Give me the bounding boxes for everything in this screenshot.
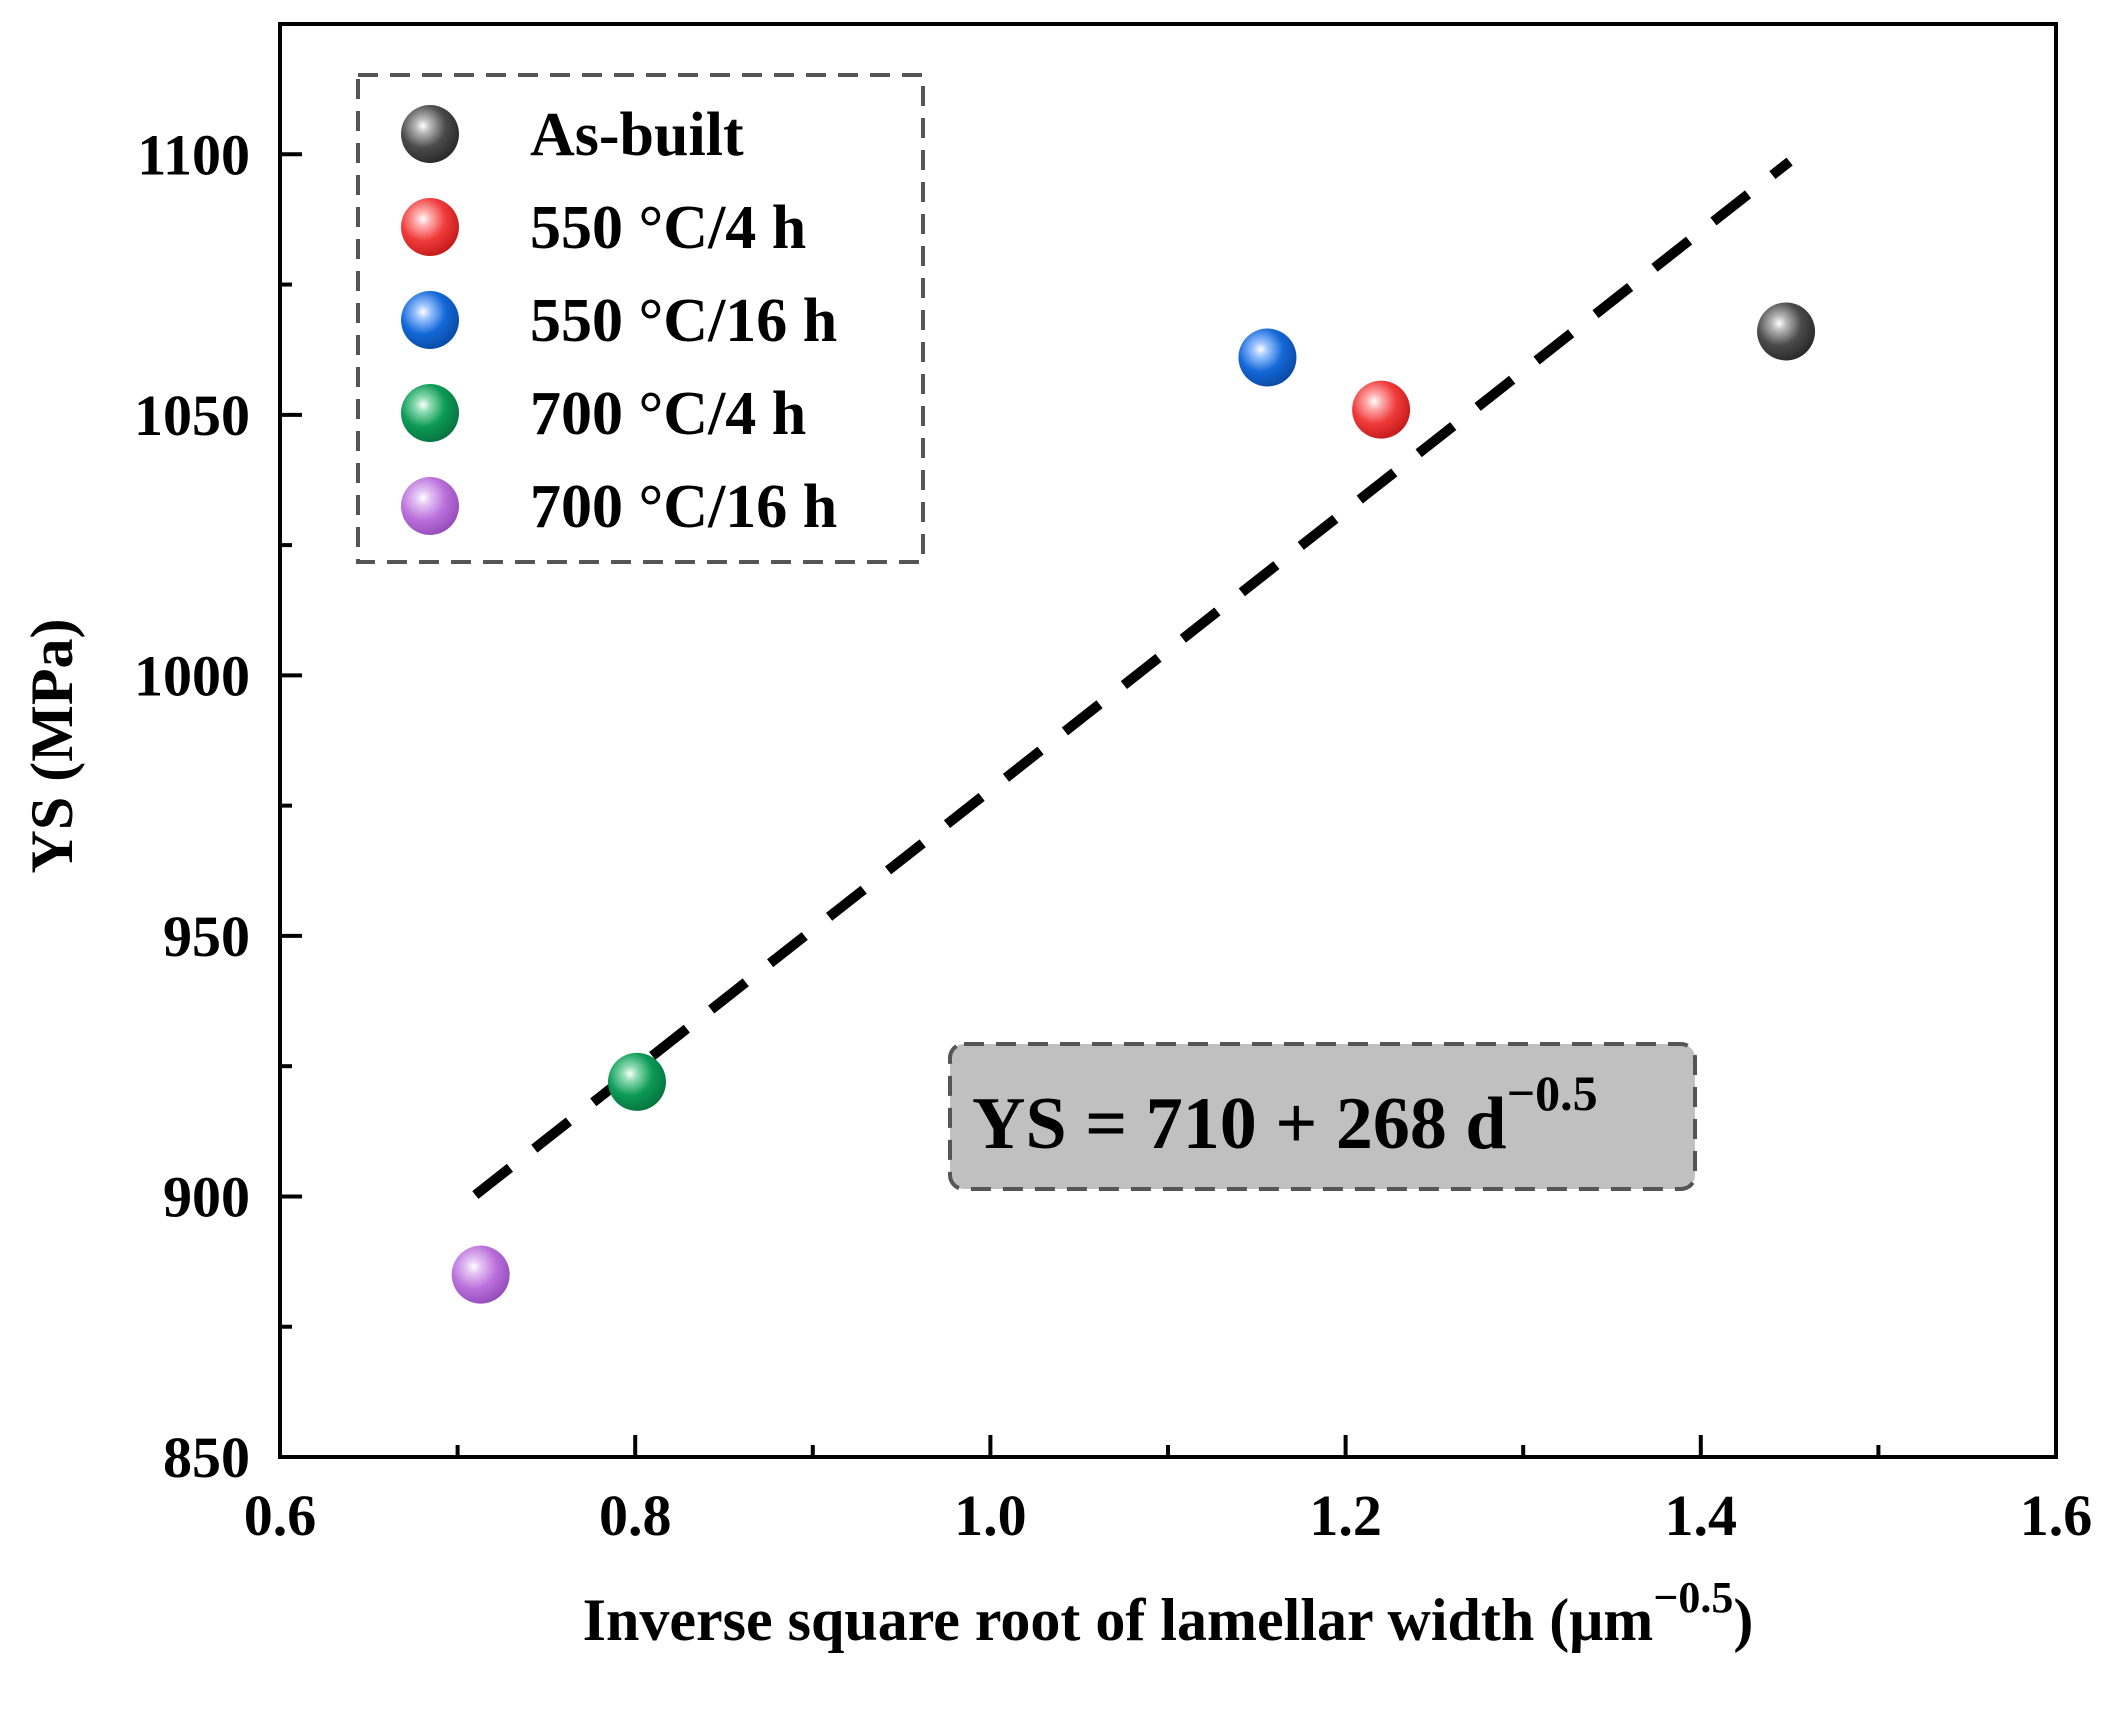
x-axis-title: Inverse square root of lamellar width (μ… — [583, 1573, 1754, 1653]
point-550c-4h — [1352, 380, 1411, 439]
point-700c-16h — [451, 1245, 510, 1304]
equation-exponent: −0.5 — [1507, 1065, 1598, 1121]
legend-label-as-built: As-built — [530, 101, 744, 169]
x-tick-label: 0.6 — [244, 1483, 317, 1548]
legend-marker-550c-16h — [401, 291, 459, 349]
data-points — [451, 302, 1816, 1304]
point-700c-4h — [607, 1052, 666, 1111]
y-axis: 850 900 950 1000 1050 1100 — [134, 122, 302, 1490]
y-tick-label: 850 — [163, 1425, 250, 1490]
legend-marker-700c-4h — [401, 384, 459, 442]
legend-marker-700c-16h — [401, 477, 459, 535]
equation-box — [948, 1042, 1697, 1191]
equation-text: YS = 710 + 268 d−0.5 — [972, 1065, 1598, 1165]
y-tick-label: 1050 — [134, 383, 250, 448]
legend: As-built 550 °C/4 h 550 °C/16 h 700 °C/4… — [356, 73, 925, 564]
x-tick-label: 1.2 — [1309, 1483, 1382, 1548]
legend-label-550c-4h: 550 °C/4 h — [530, 194, 806, 262]
legend-label-700c-16h: 700 °C/16 h — [530, 473, 837, 541]
legend-label-550c-16h: 550 °C/16 h — [530, 287, 837, 355]
x-axis: 0.6 0.8 1.0 1.2 1.4 1.6 — [244, 1435, 2093, 1548]
point-550c-16h — [1238, 328, 1297, 387]
equation-annotation: YS = 710 + 268 d−0.5 — [948, 1042, 1697, 1191]
y-tick-label: 950 — [163, 904, 250, 969]
fit-line — [472, 157, 1793, 1199]
x-tick-label: 0.8 — [599, 1483, 672, 1548]
legend-label-700c-4h: 700 °C/4 h — [530, 380, 806, 448]
x-tick-label: 1.4 — [1665, 1483, 1738, 1548]
legend-marker-550c-4h — [401, 198, 459, 256]
y-tick-label: 1100 — [137, 122, 250, 187]
equation-lhs: YS = 710 + 268 d — [972, 1083, 1507, 1165]
x-tick-label: 1.0 — [954, 1483, 1027, 1548]
x-axis-title-main: Inverse square root of lamellar width — [583, 1587, 1535, 1653]
x-axis-title-exponent: −0.5 — [1653, 1573, 1733, 1622]
y-tick-label: 900 — [163, 1164, 250, 1229]
y-axis-title: YS (MPa) — [19, 619, 85, 874]
x-axis-title-close: ) — [1733, 1587, 1753, 1653]
point-as-built — [1757, 302, 1816, 361]
legend-marker-as-built — [401, 105, 459, 163]
y-tick-label: 1000 — [134, 643, 250, 708]
x-axis-title-unit: (μm — [1549, 1587, 1653, 1653]
x-tick-label: 1.6 — [2020, 1483, 2093, 1548]
